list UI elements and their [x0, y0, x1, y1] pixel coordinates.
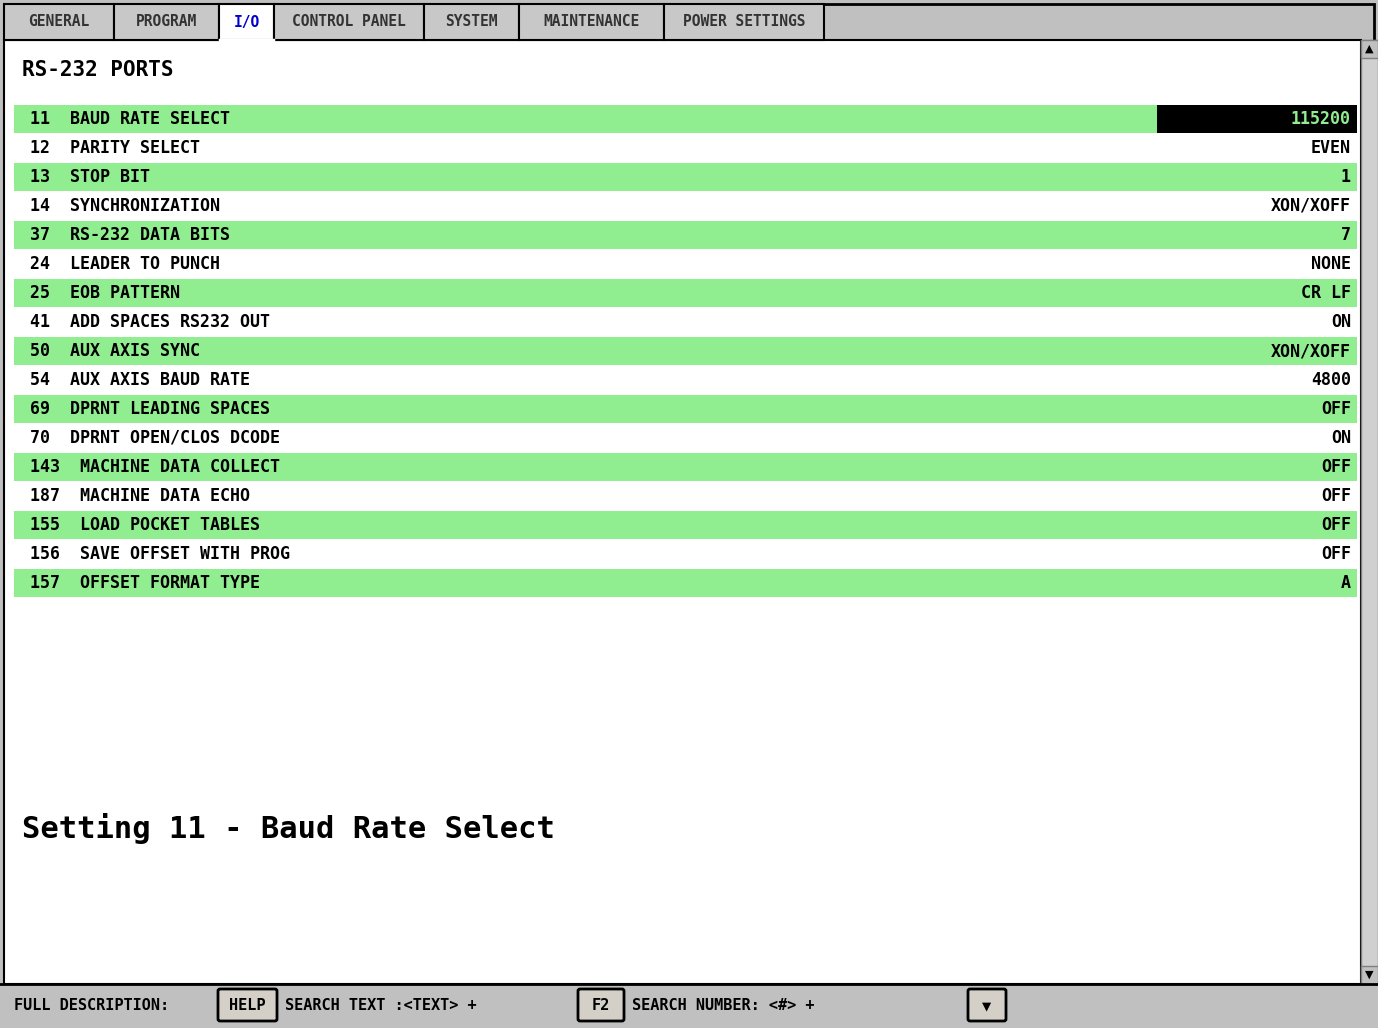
Text: 13  STOP BIT: 13 STOP BIT [21, 168, 150, 186]
Text: ON: ON [1331, 313, 1350, 331]
FancyBboxPatch shape [577, 989, 624, 1021]
Bar [4, 4, 114, 40]
Text: XON/XOFF: XON/XOFF [1271, 197, 1350, 215]
Text: SEARCH NUMBER: <#> +: SEARCH NUMBER: <#> + [633, 998, 814, 1014]
Bar [1361, 40, 1378, 984]
Text: OFF: OFF [1322, 400, 1350, 418]
Bar [1158, 105, 1357, 133]
Bar [1361, 40, 1378, 58]
Bar [664, 4, 824, 40]
Text: Setting 11 - Baud Rate Select: Setting 11 - Baud Rate Select [22, 813, 555, 844]
Bar [14, 134, 1357, 162]
Text: CR LF: CR LF [1301, 284, 1350, 302]
Text: 157  OFFSET FORMAT TYPE: 157 OFFSET FORMAT TYPE [21, 574, 260, 592]
Text: 11  BAUD RATE SELECT: 11 BAUD RATE SELECT [21, 110, 230, 128]
Text: 1: 1 [1341, 168, 1350, 186]
Text: 54  AUX AXIS BAUD RATE: 54 AUX AXIS BAUD RATE [21, 371, 249, 389]
Bar [14, 482, 1357, 510]
Bar [14, 366, 1357, 394]
Bar [14, 250, 1357, 278]
Text: 24  LEADER TO PUNCH: 24 LEADER TO PUNCH [21, 255, 220, 273]
Text: CONTROL PANEL: CONTROL PANEL [292, 14, 407, 30]
Bar [14, 192, 1357, 220]
Text: 37  RS-232 DATA BITS: 37 RS-232 DATA BITS [21, 226, 230, 244]
Bar [14, 511, 1357, 539]
Text: 50  AUX AXIS SYNC: 50 AUX AXIS SYNC [21, 342, 200, 360]
Bar [14, 570, 1357, 597]
Text: SYSTEM: SYSTEM [445, 14, 497, 30]
Text: 70  DPRNT OPEN/CLOS DCODE: 70 DPRNT OPEN/CLOS DCODE [21, 429, 280, 447]
Bar [14, 105, 1357, 133]
Text: 7: 7 [1341, 226, 1350, 244]
Text: ▲: ▲ [1366, 44, 1374, 54]
Text: ON: ON [1331, 429, 1350, 447]
Text: 25  EOB PATTERN: 25 EOB PATTERN [21, 284, 181, 302]
Text: ▼: ▼ [1366, 970, 1374, 980]
Bar [14, 163, 1357, 191]
Bar [14, 279, 1357, 307]
Text: GENERAL: GENERAL [29, 14, 90, 30]
Text: I/O: I/O [233, 14, 259, 30]
FancyBboxPatch shape [218, 989, 277, 1021]
Text: NONE: NONE [1310, 255, 1350, 273]
Text: HELP: HELP [229, 998, 265, 1014]
Text: 14  SYNCHRONIZATION: 14 SYNCHRONIZATION [21, 197, 220, 215]
Text: 156  SAVE OFFSET WITH PROG: 156 SAVE OFFSET WITH PROG [21, 545, 289, 563]
Text: 187  MACHINE DATA ECHO: 187 MACHINE DATA ECHO [21, 487, 249, 505]
Text: SEARCH TEXT :<TEXT> +: SEARCH TEXT :<TEXT> + [285, 998, 477, 1014]
Text: 4800: 4800 [1310, 371, 1350, 389]
Text: RS-232 PORTS: RS-232 PORTS [22, 60, 174, 80]
Text: 155  LOAD POCKET TABLES: 155 LOAD POCKET TABLES [21, 516, 260, 534]
Bar [14, 540, 1357, 568]
Text: EVEN: EVEN [1310, 139, 1350, 157]
Bar [219, 4, 274, 40]
Bar [520, 4, 664, 40]
Text: ▼: ▼ [983, 998, 992, 1014]
Text: 41  ADD SPACES RS232 OUT: 41 ADD SPACES RS232 OUT [21, 313, 270, 331]
FancyBboxPatch shape [967, 989, 1006, 1021]
Bar [114, 4, 219, 40]
Bar [14, 424, 1357, 452]
Text: 12  PARITY SELECT: 12 PARITY SELECT [21, 139, 200, 157]
Bar [274, 4, 424, 40]
Text: MAINTENANCE: MAINTENANCE [543, 14, 639, 30]
Bar [14, 221, 1357, 249]
Text: OFF: OFF [1322, 516, 1350, 534]
Text: A: A [1341, 574, 1350, 592]
Bar [424, 4, 520, 40]
Bar [14, 395, 1357, 423]
Bar [1361, 966, 1378, 984]
Text: POWER SETTINGS: POWER SETTINGS [682, 14, 805, 30]
Text: 69  DPRNT LEADING SPACES: 69 DPRNT LEADING SPACES [21, 400, 270, 418]
Text: 143  MACHINE DATA COLLECT: 143 MACHINE DATA COLLECT [21, 458, 280, 476]
Text: XON/XOFF: XON/XOFF [1271, 342, 1350, 360]
Bar [14, 308, 1357, 336]
Bar [14, 453, 1357, 481]
Text: PROGRAM: PROGRAM [136, 14, 197, 30]
Text: F2: F2 [593, 998, 610, 1014]
Text: OFF: OFF [1322, 458, 1350, 476]
Text: OFF: OFF [1322, 487, 1350, 505]
Text: FULL DESCRIPTION:: FULL DESCRIPTION: [14, 998, 169, 1014]
Bar [14, 337, 1357, 365]
Text: 115200: 115200 [1291, 110, 1350, 128]
Text: OFF: OFF [1322, 545, 1350, 563]
Bar [0, 984, 1378, 1028]
